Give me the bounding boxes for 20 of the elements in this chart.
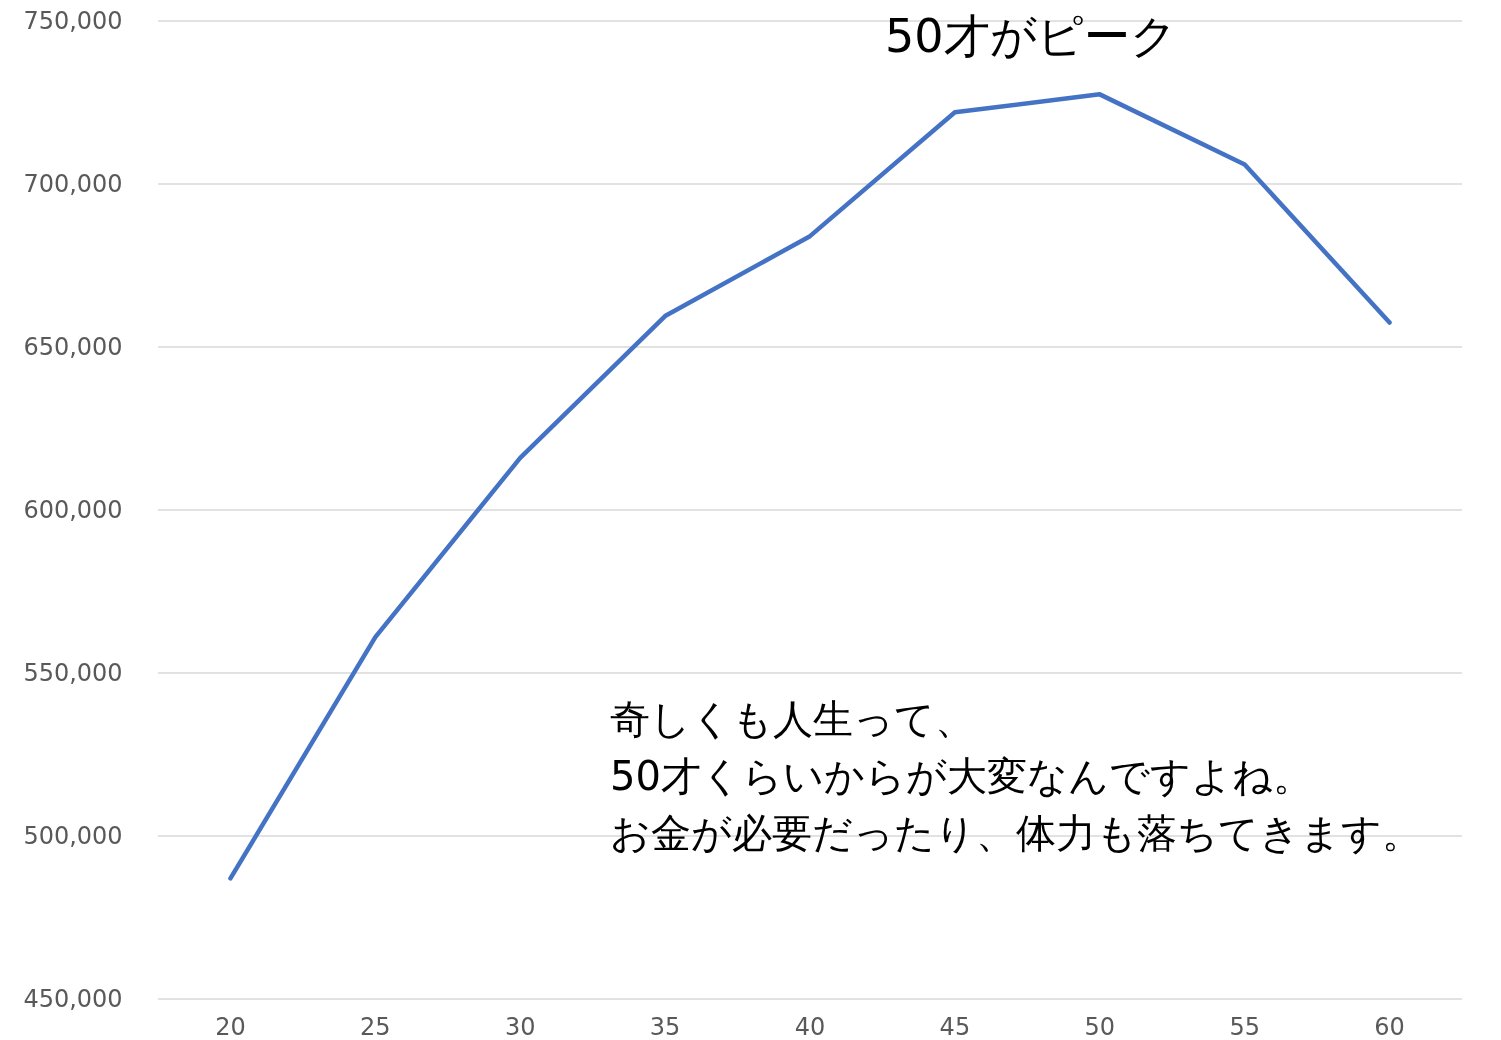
x-tick-label: 20 [215, 1013, 246, 1040]
y-tick-label: 550,000 [23, 659, 123, 687]
y-tick-label: 500,000 [23, 822, 123, 850]
x-tick-label: 55 [1229, 1013, 1260, 1040]
x-tick-label: 35 [649, 1013, 681, 1040]
annotation: 50才くらいからが大変なんですよね。 [610, 753, 1313, 799]
x-tick-label: 40 [794, 1013, 826, 1040]
x-tick-label: 30 [504, 1013, 536, 1040]
x-tick-label: 50 [1084, 1013, 1116, 1040]
y-tick-label: 600,000 [23, 496, 123, 524]
annotation: 50才がピーク [885, 9, 1177, 63]
y-tick-label: 750,000 [23, 7, 123, 35]
y-tick-label: 450,000 [23, 985, 123, 1013]
annotation: 奇しくも人生って、 [610, 696, 975, 742]
y-tick-label: 650,000 [23, 333, 123, 361]
x-tick-label: 60 [1374, 1013, 1405, 1040]
annotation: お金が必要だったり、体力も落ちてきます。 [610, 810, 1422, 856]
y-tick-label: 700,000 [23, 170, 123, 198]
x-tick-label: 25 [360, 1013, 391, 1040]
x-tick-label: 45 [939, 1013, 971, 1040]
